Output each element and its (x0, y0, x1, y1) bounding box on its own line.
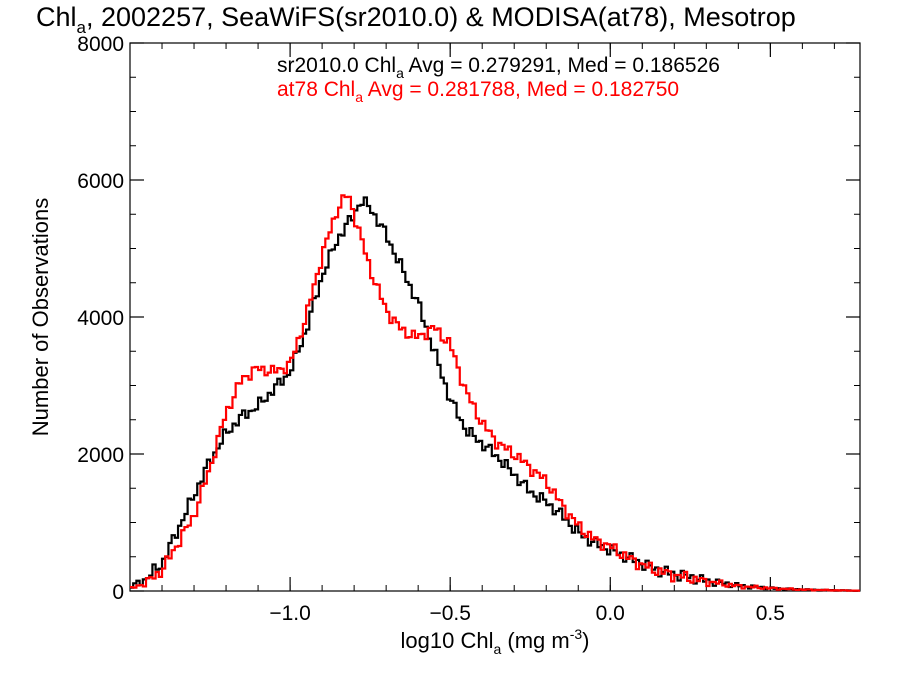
series-lines (130, 194, 860, 592)
legend-entry-1-subscript: a (355, 89, 363, 105)
x-axis-label-superscript: -3 (570, 626, 583, 642)
legend-entry-1-stats: Avg = 0.281788, Med = 0.182750 (363, 78, 679, 101)
y-axis-label: Number of Observations (28, 198, 53, 436)
y-tick-label: 0 (112, 581, 124, 604)
x-axis-label: log10 Chla (mg m-3) (401, 626, 590, 657)
x-tick-label: 0.0 (596, 602, 625, 625)
series-line-0 (130, 196, 860, 592)
x-axis-label-subscript: a (493, 641, 501, 657)
chart-title-rest: , 2002257, SeaWiFS(sr2010.0) & MODISA(at… (86, 2, 796, 32)
legend-entry-0-stats: Avg = 0.279291, Med = 0.186526 (404, 54, 720, 77)
y-tick-label: 8000 (77, 33, 124, 56)
chart-title-subscript: a (77, 18, 87, 37)
legend-entry-1: at78 Chla Avg = 0.281788, Med = 0.182750 (277, 78, 679, 105)
legend-entry-0-text: sr2010.0 Chl (277, 54, 396, 77)
y-tick-label: 6000 (77, 170, 124, 193)
x-axis-label-units: (mg m (501, 628, 569, 653)
legend-entry-0: sr2010.0 Chla Avg = 0.279291, Med = 0.18… (277, 54, 720, 81)
legend-entry-1-text: at78 Chl (277, 78, 355, 101)
chart-title-main: Chl (36, 2, 77, 32)
y-tick-label: 4000 (77, 307, 124, 330)
x-tick-label: 0.5 (756, 602, 785, 625)
series-line-1 (130, 194, 860, 592)
x-tick-label: −1.0 (269, 602, 310, 625)
axis-ticks: −1.0 −0.5 0.0 0.5 0 2000 4000 6000 8000 (77, 33, 860, 625)
x-tick-label: −0.5 (429, 602, 470, 625)
plot-frame (129, 42, 861, 592)
x-axis-label-close: ) (582, 628, 589, 653)
x-axis-label-text: log10 Chl (401, 628, 494, 653)
chart-title: Chla, 2002257, SeaWiFS(sr2010.0) & MODIS… (36, 2, 796, 37)
legend-entry-0-subscript: a (396, 65, 404, 81)
y-tick-label: 2000 (77, 444, 124, 467)
